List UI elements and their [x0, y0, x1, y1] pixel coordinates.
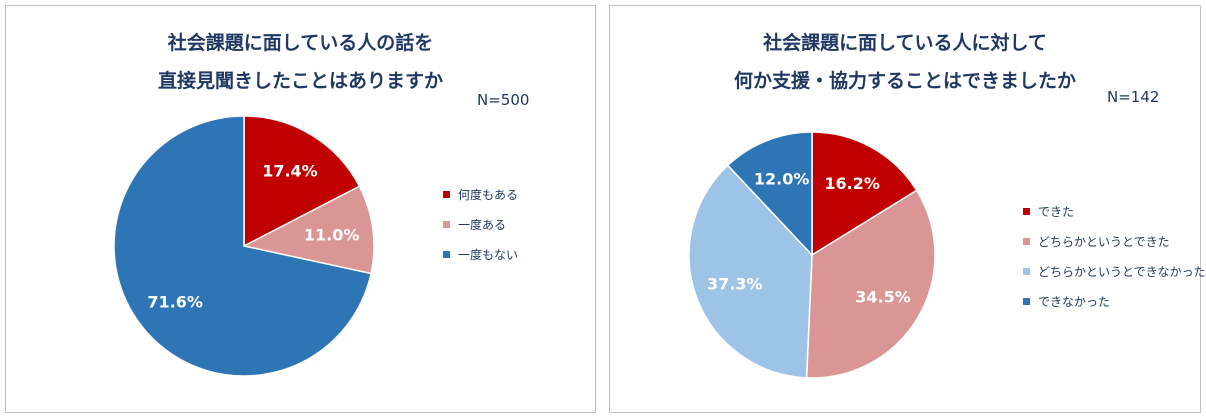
pie-slice-3 [688, 164, 813, 379]
data-label-3: 37.3% [707, 275, 763, 294]
pie-slice-2 [241, 185, 375, 275]
legend-swatch [443, 221, 450, 228]
pie-slice-2 [805, 189, 936, 379]
legend-item-2: 一度ある [443, 216, 518, 233]
pie-slice-4 [726, 131, 813, 257]
chart-legend: できたどちらかというとできたどちらかというとできなかった できなかった [1023, 203, 1206, 323]
legend-swatch [1023, 268, 1030, 275]
sample-size-label: N=142 [1107, 88, 1160, 106]
legend-item-4: できなかった [1023, 293, 1206, 310]
pie-chart-experience: 17.4% 11.0% 71.6% [113, 115, 375, 377]
legend-swatch [443, 191, 450, 198]
legend-item-3: どちらかというとできなかった [1023, 263, 1206, 280]
chart-panel-support: 社会課題に面している人に対して 何か支援・協力することはできましたか N=142… [609, 5, 1206, 413]
legend-label: どちらかというとできた [1038, 235, 1170, 249]
pie-chart-support: 16.2% 34.5% 37.3% 12.0% [688, 131, 936, 379]
data-label-1: 17.4% [262, 161, 318, 180]
legend-label: どちらかというとできなかった [1038, 265, 1206, 279]
chart-title-line1: 社会課題に面している人の話を [167, 32, 434, 54]
data-label-2: 11.0% [304, 225, 360, 244]
sample-size-label: N=500 [477, 91, 530, 109]
legend-label: できた [1038, 205, 1075, 219]
chart-title-line2: 直接見聞きしたことはありますか [157, 70, 443, 92]
legend-item-3: 一度もない [443, 246, 518, 263]
data-label-3: 71.6% [147, 292, 203, 311]
legend-item-1: できた [1023, 203, 1206, 220]
legend-item-1: 何度もある [443, 186, 518, 203]
data-label-1: 16.2% [824, 174, 880, 193]
pie-slice-1 [811, 131, 918, 257]
data-label-4: 12.0% [754, 169, 810, 188]
chart-panel-experience: 社会課題に面している人の話を 直接見聞きしたことはありますか N=500 17.… [5, 5, 596, 413]
legend-label: 何度もある [458, 188, 519, 202]
pie-slice-3 [113, 115, 372, 377]
legend-swatch [1023, 238, 1030, 245]
legend-label: 一度もない [458, 248, 519, 262]
chart-title-line2: 何か支援・協力することはできましたか [733, 70, 1076, 92]
legend-swatch [443, 251, 450, 258]
chart-title-line1: 社会課題に面している人に対して [763, 32, 1047, 54]
legend-label: できなかった [1038, 295, 1111, 309]
legend-swatch [1023, 298, 1030, 305]
pie-slice-1 [243, 115, 361, 248]
legend-label: 一度ある [458, 218, 507, 232]
data-label-2: 34.5% [855, 288, 911, 307]
legend-item-2: どちらかというとできた [1023, 233, 1206, 250]
legend-swatch [1023, 208, 1030, 215]
chart-legend: 何度もある一度ある一度もない [443, 186, 518, 276]
